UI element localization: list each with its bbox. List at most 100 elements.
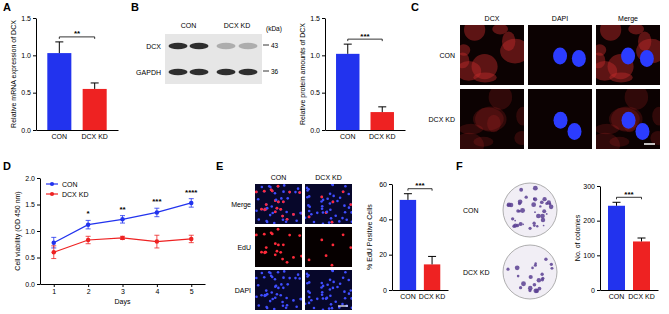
bar bbox=[400, 200, 416, 290]
colony bbox=[540, 200, 544, 204]
significance-label: ** bbox=[74, 29, 81, 38]
cytoplasm-signal bbox=[500, 39, 524, 64]
cytoplasm-signal bbox=[596, 124, 619, 134]
edu-dot bbox=[270, 188, 273, 191]
x-tick: DCX KD bbox=[628, 290, 654, 300]
x-tick: DCX KD bbox=[81, 130, 107, 140]
error-bar-cap bbox=[189, 242, 194, 243]
edu-dot bbox=[277, 185, 280, 188]
x-tick: DCX KD bbox=[419, 290, 445, 300]
bar bbox=[424, 264, 440, 290]
colony bbox=[542, 209, 546, 213]
legend-marker bbox=[50, 192, 54, 196]
micrograph bbox=[528, 25, 592, 85]
edu-dot bbox=[320, 196, 323, 199]
y-tick: 0.5 bbox=[21, 89, 36, 96]
x-tick-label: DCX KD bbox=[419, 293, 445, 300]
edu-dot bbox=[332, 201, 335, 204]
edu-dot bbox=[325, 211, 328, 214]
nucleus-dot bbox=[348, 292, 351, 295]
x-axis: CONDCX KD bbox=[37, 130, 119, 140]
colony bbox=[528, 227, 531, 230]
nucleus-dot bbox=[313, 307, 316, 310]
blot-row-label: GAPDH bbox=[136, 69, 161, 76]
y-tick: 0.0 bbox=[21, 127, 36, 134]
nucleus-dot bbox=[322, 222, 325, 224]
blot-column-label: CON bbox=[181, 22, 197, 29]
x-tick-label: 2 bbox=[87, 288, 91, 295]
blot-band bbox=[217, 69, 236, 75]
error-bar bbox=[154, 235, 159, 248]
micrograph bbox=[596, 89, 660, 149]
y-tick: 1.0 bbox=[310, 52, 325, 59]
edu-dot bbox=[292, 213, 295, 216]
colony bbox=[517, 275, 520, 278]
y-tick-label: 0.5 bbox=[21, 89, 31, 96]
edu-dot bbox=[274, 253, 277, 256]
colony bbox=[542, 197, 546, 201]
y-tick-mark bbox=[33, 130, 36, 131]
y-axis-line bbox=[40, 179, 41, 285]
y-tick: 60 bbox=[379, 181, 392, 188]
nucleus-dot bbox=[285, 306, 288, 309]
x-tick-label: 3 bbox=[121, 288, 125, 295]
colony bbox=[543, 225, 545, 227]
legend-label: DCX KD bbox=[62, 191, 88, 198]
colony bbox=[550, 263, 553, 266]
y-tick-mark bbox=[322, 93, 325, 94]
edu-dot bbox=[331, 221, 334, 224]
colony bbox=[539, 205, 541, 207]
micrograph bbox=[305, 270, 352, 310]
nucleus-dot bbox=[265, 203, 268, 206]
y-tick-label: 300 bbox=[583, 183, 595, 190]
cytoplasm-signal bbox=[652, 107, 660, 126]
image-column-label: Merge bbox=[618, 15, 638, 23]
edu-dot bbox=[281, 215, 284, 218]
nucleus bbox=[568, 123, 582, 140]
x-axis: CONDCX KD bbox=[393, 290, 449, 300]
edu-image-grid: CONDCX KDMergeEdUDAPI bbox=[231, 174, 353, 311]
micrograph bbox=[460, 89, 524, 149]
edu-dot bbox=[281, 258, 284, 261]
nucleus-dot bbox=[308, 205, 311, 208]
nucleus-dot bbox=[260, 208, 263, 211]
edu-dot bbox=[298, 234, 301, 237]
edu-dot bbox=[276, 250, 279, 253]
plate-label: DCX KD bbox=[463, 269, 489, 276]
colony bbox=[538, 287, 542, 291]
nucleus-dot bbox=[300, 298, 302, 301]
colony bbox=[533, 224, 536, 227]
y-tick-mark bbox=[389, 184, 392, 185]
nucleus-dot bbox=[329, 202, 332, 205]
blot-band bbox=[190, 43, 209, 49]
nucleus-dot bbox=[310, 213, 313, 216]
significance-label: ** bbox=[119, 205, 126, 214]
edu-dot bbox=[265, 203, 268, 206]
error-bar-cap bbox=[120, 215, 125, 216]
x-tick-mark bbox=[54, 284, 55, 287]
micrograph bbox=[528, 89, 592, 149]
nucleus-dot bbox=[263, 190, 266, 193]
colony bbox=[547, 200, 551, 204]
micrograph-background bbox=[305, 184, 352, 224]
marker bbox=[51, 240, 56, 245]
nucleus-dot bbox=[266, 207, 269, 210]
nucleus-dot bbox=[274, 199, 277, 202]
y-tick-mark bbox=[389, 290, 392, 291]
marker bbox=[189, 237, 194, 242]
edu-dot bbox=[270, 231, 273, 234]
micrograph bbox=[305, 184, 352, 224]
y-tick-label: 1.0 bbox=[25, 228, 35, 235]
image-column-label: DAPI bbox=[552, 15, 568, 22]
edu-dot bbox=[342, 233, 345, 236]
marker-dash bbox=[263, 71, 269, 72]
nucleus-dot bbox=[282, 201, 285, 204]
plate bbox=[503, 183, 557, 237]
cytoplasm-signal bbox=[628, 25, 644, 34]
panel-label: D bbox=[3, 160, 11, 172]
bar-chart: 0204060CONDCX KD***% EdU Positive Cells bbox=[366, 181, 449, 300]
nucleus-dot bbox=[265, 289, 268, 292]
edu-dot bbox=[263, 190, 266, 193]
cytoplasm-signal bbox=[514, 131, 524, 145]
nucleus-dot bbox=[257, 304, 260, 307]
